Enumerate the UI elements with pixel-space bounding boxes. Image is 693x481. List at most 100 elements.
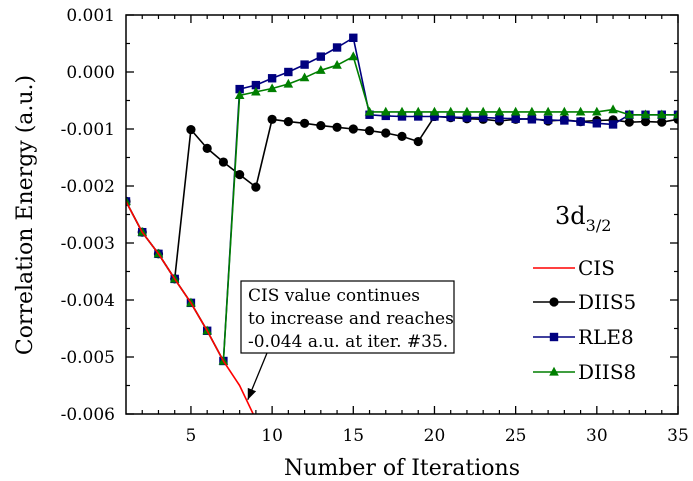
data-point-diis5 (251, 182, 261, 192)
data-point-diis5 (332, 122, 342, 132)
data-point-rle8 (462, 113, 472, 122)
plot-frame (125, 14, 679, 415)
series-line-cis (126, 201, 255, 414)
data-point-diis8 (494, 106, 505, 116)
data-point-rle8 (478, 113, 488, 122)
data-point-diis8 (478, 106, 488, 116)
data-point-diis5 (364, 126, 375, 136)
data-point-rle8 (300, 60, 309, 69)
data-point-diis8 (640, 109, 651, 119)
data-point-diis8 (673, 109, 678, 119)
y-tick-label: 0.001 (66, 6, 115, 26)
data-point-diis8 (624, 109, 635, 119)
data-point-rle8 (267, 74, 277, 83)
data-point-rle8 (397, 112, 407, 121)
data-point-rle8 (560, 116, 569, 125)
data-point-diis8 (559, 106, 570, 116)
legend-marker-diis5 (549, 297, 559, 307)
data-point-diis8 (299, 72, 310, 82)
data-point-rle8 (235, 84, 244, 94)
legend-label-cis: CIS (578, 256, 615, 280)
data-point-diis5 (186, 124, 196, 135)
annotation-box (240, 280, 455, 354)
annotation-line-2: to increase and reaches (248, 309, 454, 329)
annotation-line-3: -0.044 a.u. at iter. #35. (248, 332, 448, 352)
data-point-rle8 (251, 80, 261, 90)
data-point-rle8 (495, 113, 504, 123)
data-point-rle8 (430, 112, 439, 121)
data-point-diis8 (527, 106, 537, 116)
series-layer (126, 33, 678, 414)
data-point-rle8 (381, 111, 390, 121)
data-point-diis8 (592, 106, 602, 116)
y-tick-label: -0.001 (61, 120, 115, 140)
data-point-rle8 (316, 52, 326, 61)
state-label-sub: 3/2 (586, 216, 612, 235)
state-label-base: 3d (555, 202, 586, 230)
data-point-diis5 (397, 131, 407, 142)
data-point-diis5 (657, 117, 667, 127)
data-point-diis8 (413, 106, 424, 116)
data-point-diis8 (462, 106, 472, 116)
data-point-diis8 (251, 86, 261, 96)
legend-label-rle8: RLE8 (578, 325, 634, 349)
data-point-diis5 (235, 170, 245, 180)
data-point-diis8 (543, 106, 553, 116)
data-point-rle8 (527, 115, 537, 124)
data-point-diis8 (348, 51, 359, 61)
y-tick-label: 0.000 (66, 63, 115, 83)
data-point-rle8 (511, 114, 520, 123)
data-point-rle8 (592, 119, 602, 128)
data-point-rle8 (576, 117, 585, 126)
data-point-diis5 (381, 128, 391, 138)
data-point-diis8 (267, 83, 277, 93)
data-point-diis5 (202, 143, 212, 153)
legend-marker-rle8 (549, 332, 559, 342)
x-tick-label: 30 (586, 426, 608, 446)
data-point-rle8 (349, 33, 358, 42)
data-point-diis8 (332, 59, 342, 69)
y-tick-label: -0.006 (61, 405, 115, 425)
data-point-diis8 (364, 106, 375, 116)
y-tick-label: -0.002 (61, 177, 115, 197)
data-point-diis5 (283, 116, 293, 127)
data-point-diis5 (316, 120, 326, 131)
annotation: CIS value continues to increase and reac… (240, 280, 455, 400)
legend-marker-diis8 (549, 366, 559, 376)
data-point-rle8 (446, 112, 455, 122)
legend-label-diis8: DIIS8 (578, 360, 636, 384)
annotation-line-1: CIS value continues (248, 286, 420, 306)
x-axis-title: Number of Iterations (284, 456, 520, 481)
data-point-rle8 (284, 67, 293, 77)
data-point-diis8 (429, 106, 440, 116)
data-point-rle8 (332, 43, 342, 52)
x-tick-label: 10 (261, 426, 283, 446)
x-tick-label: 25 (505, 426, 527, 446)
y-tick-label: -0.003 (61, 234, 115, 254)
x-tick-label: 5 (186, 426, 197, 446)
data-point-diis8 (316, 65, 326, 74)
data-point-diis5 (348, 124, 358, 134)
x-tick-label: 15 (342, 426, 364, 446)
data-point-diis8 (283, 78, 294, 88)
data-point-diis5 (218, 157, 229, 167)
data-point-diis5 (640, 116, 651, 127)
data-point-rle8 (543, 115, 553, 125)
state-label: 3d3/2 (555, 202, 611, 235)
data-point-diis5 (624, 117, 634, 127)
data-point-diis8 (608, 104, 618, 114)
data-point-diis8 (380, 106, 391, 116)
data-point-rle8 (608, 120, 618, 129)
y-axis-title: Correlation Energy (a.u.) (13, 75, 38, 355)
data-point-diis5 (299, 118, 310, 128)
x-tick-label: 20 (424, 426, 446, 446)
data-point-diis5 (267, 114, 277, 124)
data-point-diis8 (397, 106, 407, 116)
data-point-diis8 (575, 106, 586, 116)
legend: CIS DIIS5 RLE8 DIIS8 (533, 256, 636, 384)
annotation-arrow-head (247, 387, 257, 400)
data-point-diis8 (656, 109, 667, 119)
y-tick-label: -0.004 (61, 291, 115, 311)
data-point-diis5 (413, 136, 423, 147)
